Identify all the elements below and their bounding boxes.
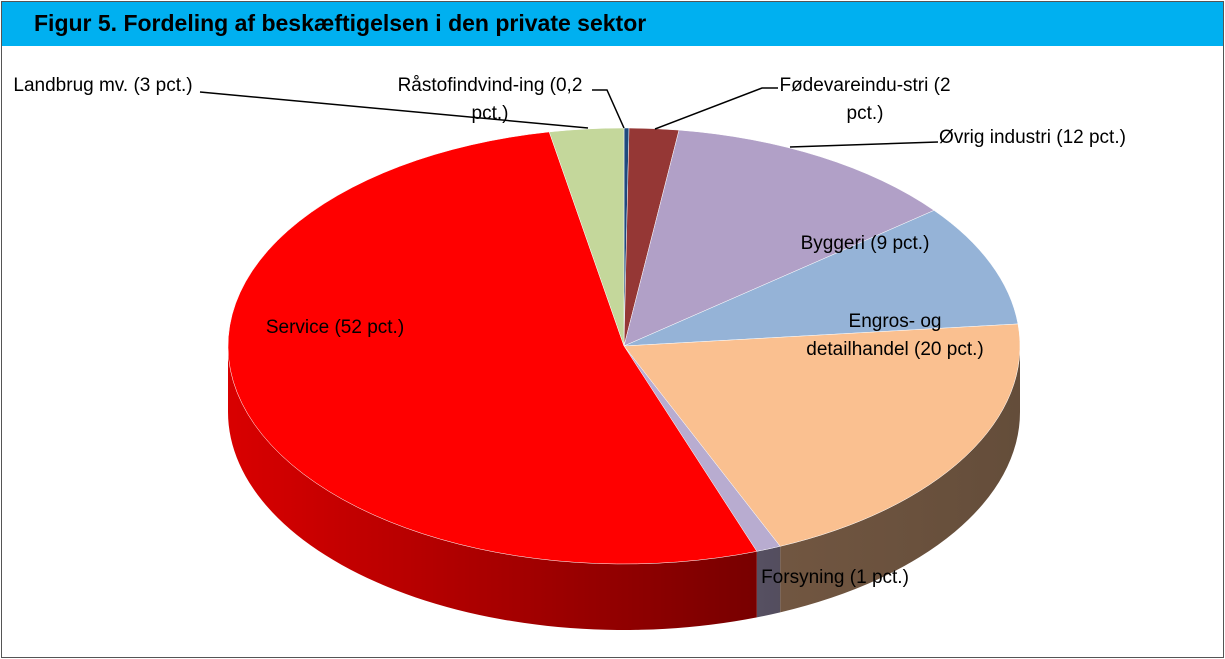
leader-line (654, 87, 778, 130)
slice (227, 131, 758, 565)
slice (623, 129, 935, 347)
slice-side (780, 346, 1020, 613)
data-label: Fødevareindu-stri (2 pct.) (779, 75, 951, 124)
slice-side (756, 546, 781, 618)
data-label: Forsyning (1 pct.) (761, 567, 909, 588)
slice-side (228, 346, 757, 630)
leaders (199, 87, 939, 148)
header: Figur 5. Fordeling af beskæftigelsen i d… (2, 2, 1223, 46)
chart-title: Figur 5. Fordeling af beskæftigelsen i d… (34, 10, 647, 36)
leader-line (592, 89, 625, 129)
data-label: Råstofindvind-ing (0,2 pct.) (397, 75, 583, 124)
leader-line (789, 141, 939, 148)
data-label: Landbrug mv. (3 pct.) (13, 75, 193, 96)
slice (623, 210, 1019, 347)
data-label: Øvrig industri (12 pct.) (939, 127, 1126, 148)
data-label: Byggeri (9 pct.) (800, 233, 930, 254)
data-label: Service (52 pct.) (265, 317, 405, 338)
data-label: Engros- og detailhandel (20 pct.) (806, 311, 984, 360)
slice (623, 323, 1021, 547)
leader-line (199, 91, 589, 129)
